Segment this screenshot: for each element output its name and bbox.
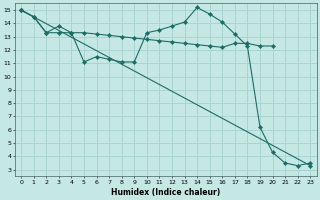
X-axis label: Humidex (Indice chaleur): Humidex (Indice chaleur)	[111, 188, 220, 197]
